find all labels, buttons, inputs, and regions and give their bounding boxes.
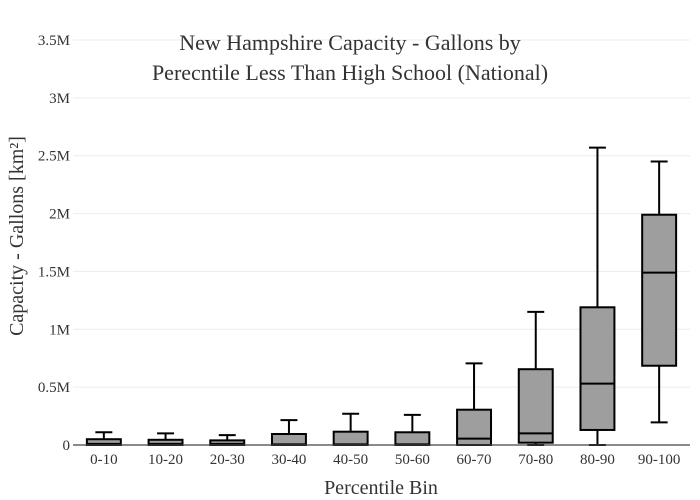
box-30-40 (270, 419, 307, 446)
iqr-box (394, 431, 431, 446)
box-40-50 (332, 412, 369, 447)
y-tick-label: 2M (49, 207, 70, 223)
box-60-70 (456, 362, 493, 447)
iqr-box (456, 408, 493, 447)
y-gridlines (73, 39, 690, 388)
y-tick-label: 0 (63, 438, 71, 454)
x-tick-label: 20-30 (210, 452, 245, 468)
box-70-80 (517, 310, 554, 446)
box-90-100 (641, 160, 678, 424)
x-axis-title: Percentile Bin (324, 477, 438, 499)
box-0-10 (85, 431, 122, 447)
box-50-60 (394, 413, 431, 446)
iqr-box (517, 368, 554, 444)
y-tick-label: 3.5M (38, 33, 70, 49)
x-tick-label: 90-100 (638, 452, 681, 468)
chart-title-line-2: Perecntile Less Than High School (Nation… (152, 60, 548, 85)
x-tick-label: 40-50 (333, 452, 368, 468)
x-tick-label: 30-40 (271, 452, 306, 468)
y-tick-label: 1M (49, 322, 70, 338)
x-tick-label: 50-60 (395, 452, 430, 468)
box-series (85, 146, 678, 447)
x-tick-label: 60-70 (457, 452, 492, 468)
chart-title-line-1: New Hampshire Capacity - Gallons by (179, 30, 521, 55)
box-10-20 (147, 432, 184, 446)
y-tick-label: 0.5M (38, 380, 70, 396)
x-tick-label: 70-80 (518, 452, 553, 468)
y-tick-label: 2.5M (38, 149, 70, 165)
y-tick-label: 3M (49, 91, 70, 107)
x-tick-label: 10-20 (148, 452, 183, 468)
x-tick-labels: 0-10 10-20 20-30 30-40 40-50 50-60 60-70 70-80 8… (90, 452, 680, 468)
iqr-box (270, 433, 307, 446)
y-tick-label: 1.5M (38, 264, 70, 280)
box-20-30 (209, 434, 246, 447)
y-tick-labels: 0 0.5M 1M 1.5M 2M 2.5M 3M 3.5M (38, 33, 70, 454)
box-80-90 (579, 146, 616, 446)
iqr-box (332, 430, 369, 447)
x-tick-label: 80-90 (580, 452, 615, 468)
iqr-box (579, 306, 616, 431)
x-tick-label: 0-10 (90, 452, 118, 468)
y-axis-title: Capacity - Gallons [km²] (6, 136, 28, 336)
iqr-box (641, 213, 678, 367)
